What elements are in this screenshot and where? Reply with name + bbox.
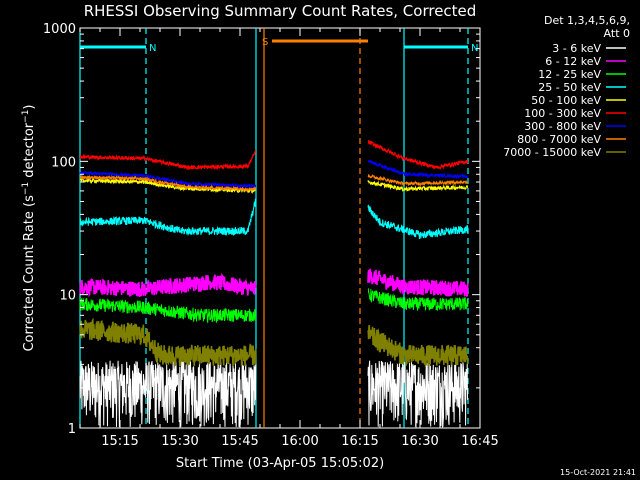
series-group bbox=[79, 139, 469, 429]
footer-date: 15-Oct-2021 21:41 bbox=[560, 468, 636, 477]
x-tick-label: 16:30 bbox=[401, 434, 438, 449]
series-line bbox=[367, 139, 469, 171]
legend-label: 12 - 25 keV bbox=[538, 68, 601, 81]
x-tick-label: 16:15 bbox=[341, 434, 378, 449]
legend-label: 7000 - 15000 keV bbox=[503, 146, 601, 159]
series-line bbox=[367, 268, 469, 298]
series-line bbox=[79, 360, 257, 427]
x-axis-label: Start Time (03-Apr-05 15:05:02) bbox=[176, 456, 384, 471]
legend-label: 800 - 7000 keV bbox=[517, 133, 601, 146]
x-tick-label: 16:45 bbox=[461, 434, 498, 449]
series-line bbox=[79, 272, 257, 298]
x-axis-ticks: 15:15 15:30 15:45 16:00 16:15 16:30 16:45 bbox=[79, 28, 499, 449]
y-axis-label: Corrected Count Rate (s−1 detector−1) bbox=[21, 104, 37, 351]
x-tick-label: 15:45 bbox=[221, 434, 258, 449]
plot-frame bbox=[79, 27, 481, 429]
series-line bbox=[367, 360, 469, 429]
series-line bbox=[367, 174, 469, 187]
y-tick-label: 1000 bbox=[43, 22, 76, 37]
flag-bars: N NS bbox=[80, 37, 478, 54]
series-line bbox=[367, 180, 469, 193]
y-tick-label: 1 bbox=[68, 422, 76, 437]
y-tick-label: 100 bbox=[51, 155, 76, 170]
flag-letter: N bbox=[471, 43, 478, 54]
legend-header-line1: Det 1,3,4,5,6,9, bbox=[544, 14, 630, 27]
series-line bbox=[79, 317, 257, 367]
x-tick-label: 15:15 bbox=[101, 434, 138, 449]
series-line bbox=[79, 297, 257, 324]
legend-label: 25 - 50 keV bbox=[538, 81, 601, 94]
chart-title: RHESSI Observing Summary Count Rates, Co… bbox=[84, 2, 477, 20]
flag-letter: N bbox=[149, 43, 156, 54]
series-line bbox=[367, 288, 469, 312]
legend-label: 6 - 12 keV bbox=[545, 55, 601, 68]
y-axis-ticks: 1 10 100 1000 bbox=[43, 22, 480, 437]
x-tick-label: 16:00 bbox=[281, 434, 318, 449]
series-line bbox=[79, 198, 257, 237]
series-line bbox=[79, 150, 256, 171]
legend-label: 50 - 100 keV bbox=[531, 94, 601, 107]
legend-label: 300 - 800 keV bbox=[524, 120, 601, 133]
series-line bbox=[367, 324, 469, 368]
y-tick-label: 10 bbox=[59, 289, 76, 304]
legend-label: 3 - 6 keV bbox=[552, 42, 601, 55]
flag-letter: S bbox=[262, 37, 268, 48]
legend-label: 100 - 300 keV bbox=[524, 107, 601, 120]
series-line bbox=[367, 204, 469, 239]
series-line bbox=[79, 174, 257, 192]
series-line bbox=[367, 159, 469, 180]
series-line bbox=[79, 170, 257, 190]
x-tick-label: 15:30 bbox=[161, 434, 198, 449]
legend-header-line2: Att 0 bbox=[604, 27, 630, 40]
